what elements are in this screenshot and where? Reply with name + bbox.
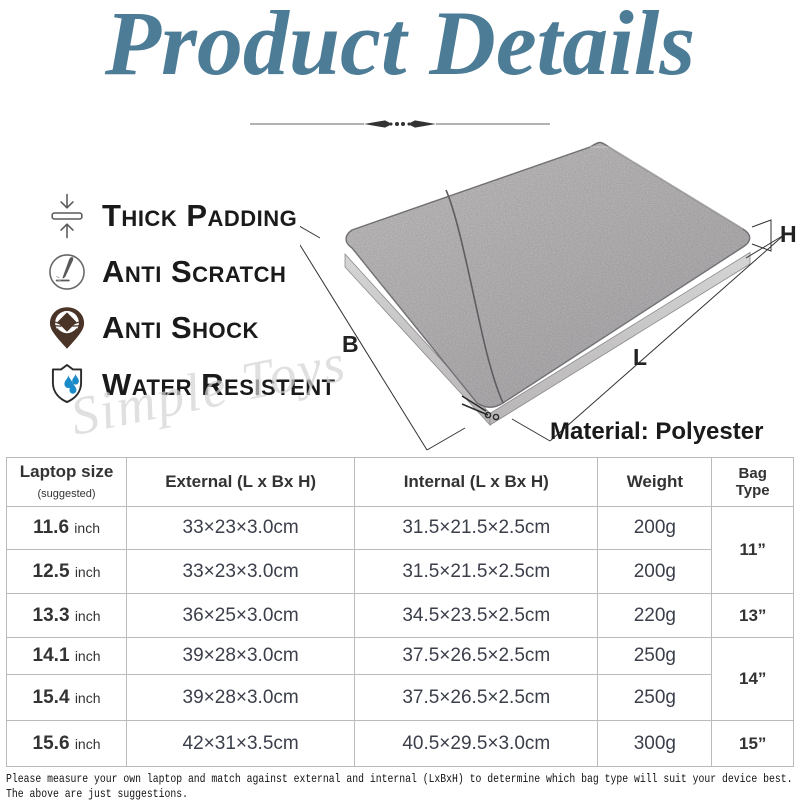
- svg-text:H: H: [780, 221, 797, 247]
- svg-text:B: B: [342, 331, 359, 357]
- svg-text:L: L: [633, 344, 647, 370]
